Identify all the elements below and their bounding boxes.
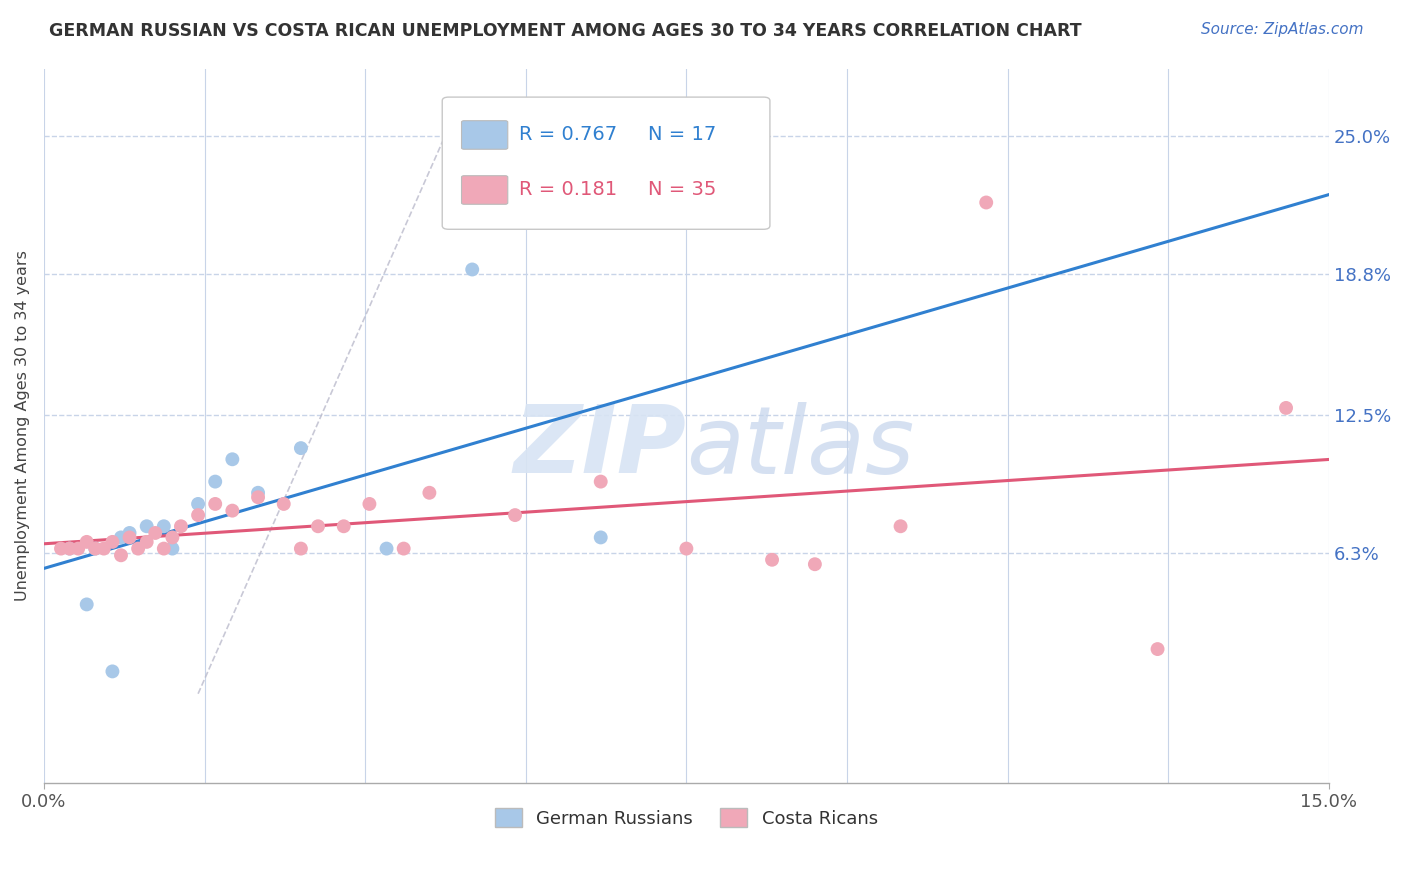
Point <box>187 497 209 511</box>
Point <box>273 497 295 511</box>
Point <box>162 530 184 544</box>
Point <box>153 541 176 556</box>
Point <box>84 541 107 556</box>
Point <box>162 541 184 556</box>
Point <box>84 541 107 556</box>
Point <box>143 525 166 540</box>
Text: Source: ZipAtlas.com: Source: ZipAtlas.com <box>1201 22 1364 37</box>
Text: N = 17: N = 17 <box>648 126 716 145</box>
Legend: German Russians, Costa Ricans: German Russians, Costa Ricans <box>488 801 886 835</box>
Text: ZIP: ZIP <box>513 401 686 493</box>
Point <box>418 485 440 500</box>
Point <box>204 497 226 511</box>
Text: R = 0.181: R = 0.181 <box>519 180 617 200</box>
Point <box>110 549 132 563</box>
Point <box>93 541 115 556</box>
Point <box>49 541 72 556</box>
Point <box>221 452 243 467</box>
Point <box>290 441 312 455</box>
Point <box>392 541 415 556</box>
Point <box>247 485 270 500</box>
FancyBboxPatch shape <box>461 120 508 149</box>
Text: atlas: atlas <box>686 401 915 492</box>
Point <box>247 490 270 504</box>
Point <box>461 262 484 277</box>
Point <box>127 541 149 556</box>
Point <box>204 475 226 489</box>
Point <box>290 541 312 556</box>
Point <box>58 541 80 556</box>
Point <box>101 665 124 679</box>
Point <box>118 530 141 544</box>
Point <box>804 558 827 572</box>
Point <box>153 519 176 533</box>
Point <box>503 508 526 522</box>
Point <box>110 530 132 544</box>
Point <box>589 475 612 489</box>
Point <box>67 541 90 556</box>
Point <box>1146 642 1168 657</box>
Point <box>890 519 912 533</box>
Point <box>135 519 157 533</box>
FancyBboxPatch shape <box>461 176 508 204</box>
Point <box>1275 401 1298 415</box>
Point <box>307 519 329 533</box>
Point <box>118 525 141 540</box>
Point <box>332 519 354 533</box>
Point <box>675 541 697 556</box>
Text: GERMAN RUSSIAN VS COSTA RICAN UNEMPLOYMENT AMONG AGES 30 TO 34 YEARS CORRELATION: GERMAN RUSSIAN VS COSTA RICAN UNEMPLOYME… <box>49 22 1081 40</box>
Point <box>76 598 98 612</box>
Point <box>101 535 124 549</box>
FancyBboxPatch shape <box>443 97 770 229</box>
Point <box>58 541 80 556</box>
Point <box>974 195 997 210</box>
Point <box>187 508 209 522</box>
Point <box>76 535 98 549</box>
Y-axis label: Unemployment Among Ages 30 to 34 years: Unemployment Among Ages 30 to 34 years <box>15 251 30 601</box>
Text: R = 0.767: R = 0.767 <box>519 126 617 145</box>
Point <box>761 553 783 567</box>
Point <box>135 535 157 549</box>
Point <box>170 519 193 533</box>
Point <box>221 503 243 517</box>
Point <box>375 541 398 556</box>
Point <box>589 530 612 544</box>
Text: N = 35: N = 35 <box>648 180 716 200</box>
Point <box>359 497 381 511</box>
